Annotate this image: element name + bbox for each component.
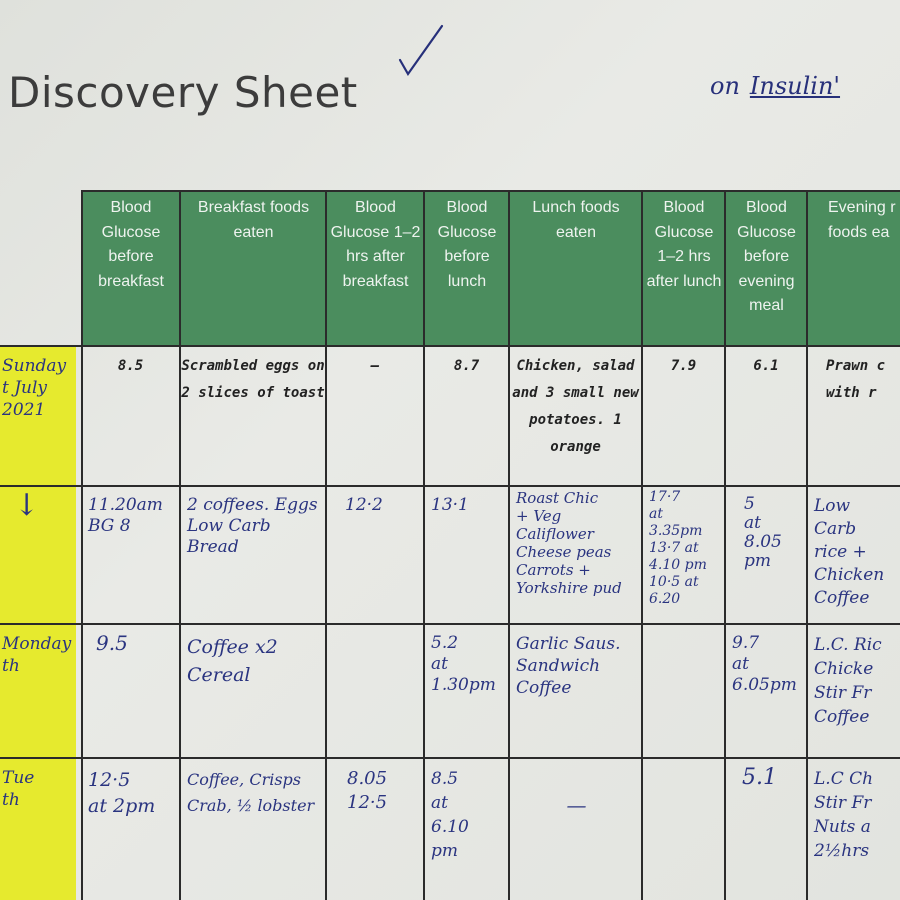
sheet-title: Discovery Sheet (8, 68, 358, 117)
row2-bg-after-breakfast (327, 625, 423, 757)
row3-bg-before-lunch: 8.5 at 6.10 pm (431, 769, 469, 861)
header-breakfast-foods: Breakfast foods eaten (181, 190, 326, 345)
day-label-sunday: Sunday t July 2021 (2, 356, 67, 420)
row2-lunch-foods: Garlic Saus. Sandwich Coffee (516, 634, 621, 698)
row3-breakfast-foods: Coffee, Crisps Crab, ½ lobster (187, 770, 315, 815)
row0-bg-before-evening: 6.1 (753, 358, 779, 374)
row1-bg-before-lunch: 13·1 (431, 495, 469, 515)
row0-bg-before-breakfast: 8.5 (117, 358, 144, 374)
header-bg-after-breakfast: Blood Glucose 1–2 hrs after breakfast (327, 190, 424, 345)
row1-breakfast-foods: 2 coffees. Eggs Low Carb Bread (187, 495, 318, 557)
row3-bg-after-breakfast: 8.05 12·5 (347, 768, 388, 813)
row2-breakfast-foods: Coffee x2 Cereal (187, 636, 278, 686)
day-label-tuesday: Tue th (2, 768, 35, 810)
row3-evening-foods: L.C Ch Stir Fr Nuts a 2½hrs (814, 769, 874, 861)
row1-bg-after-breakfast: 12·2 (345, 495, 383, 515)
row3-bg-before-evening: 5.1 (742, 765, 777, 790)
header-bg-after-lunch: Blood Glucose 1–2 hrs after lunch (643, 190, 725, 345)
row1-bg-before-evening: 5 at 8.05 pm (744, 494, 782, 571)
insulin-note-prefix: on (710, 72, 740, 100)
day-label-arrow: ↓ (14, 488, 40, 523)
row0-breakfast-foods: Scrambled eggs on 2 slices of toast (181, 358, 325, 401)
row0-bg-before-lunch: 8.7 (453, 358, 480, 374)
row0-evening-foods: Prawn c with r (826, 358, 886, 401)
row1-bg-after-lunch: 17·7 at 3.35pm 13·7 at 4.10 pm 10·5 at 6… (649, 489, 707, 607)
row1-bg-before-breakfast: 11.20am BG 8 (88, 495, 163, 536)
row1-evening-foods: Low Carb rice + Chicken Coffee (814, 496, 885, 608)
insulin-note-word: Insulin' (749, 72, 841, 100)
header-bg-before-lunch: Blood Glucose before lunch (425, 190, 509, 345)
row3-bg-after-lunch (643, 759, 724, 900)
header-bg-before-breakfast: Blood Glucose before breakfast (82, 190, 180, 345)
row0-bg-after-lunch: 7.9 (670, 358, 697, 374)
row2-bg-after-lunch (643, 625, 724, 757)
day-label-monday: Monday th (2, 634, 72, 676)
checkmark-icon (398, 24, 444, 77)
row2-evening-foods: L.C. Ric Chicke Stir Fr Coffee (814, 635, 882, 727)
row2-bg-before-breakfast: 9.5 (96, 631, 128, 655)
row2-bg-before-evening: 9.7 at 6.05pm (732, 633, 797, 695)
header-evening-foods: Evening r foods ea (808, 190, 900, 345)
row3-bg-before-breakfast: 12·5 at 2pm (88, 769, 156, 817)
row0-bg-after-breakfast: – (370, 358, 380, 374)
row3-lunch-foods: — (566, 793, 587, 817)
row1-lunch-foods: Roast Chic + Veg Califlower Cheese peas … (516, 489, 622, 597)
header-lunch-foods: Lunch foods eaten (510, 190, 642, 345)
row0-lunch-foods: Chicken, salad and 3 small new potatoes.… (512, 358, 639, 455)
insulin-note: on Insulin' (710, 72, 840, 100)
row2-bg-before-lunch: 5.2 at 1.30pm (431, 633, 496, 695)
header-bg-before-evening: Blood Glucose before evening meal (726, 190, 807, 345)
